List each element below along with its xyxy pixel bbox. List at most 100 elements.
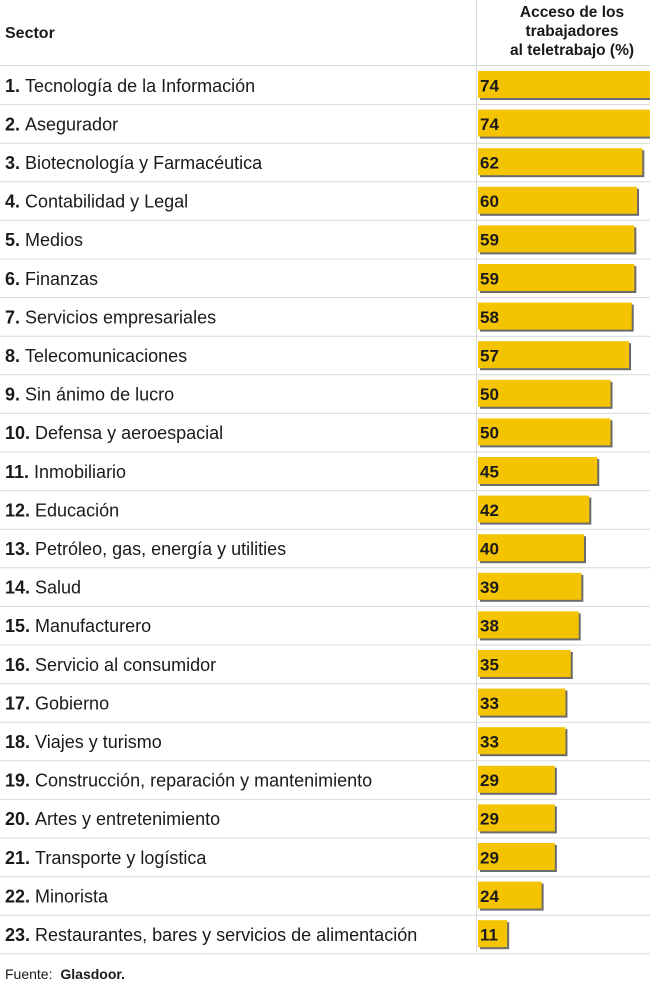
sector-label: 19. Construcción, reparación y mantenimie… (5, 771, 372, 791)
bar (478, 920, 508, 948)
sector-label: 5. Medios (5, 230, 83, 250)
bar-value-label: 59 (480, 231, 499, 250)
bar-value-label: 50 (480, 385, 499, 404)
sector-label: 4. Contabilidad y Legal (5, 192, 188, 212)
value-header-line: al teletrabajo (%) (510, 42, 634, 59)
sector-name: Biotecnología y Farmacéutica (25, 153, 263, 173)
sector-label: 18. Viajes y turismo (5, 732, 162, 752)
sector-label: 11. Inmobiliario (5, 462, 126, 482)
bar-value-label: 42 (480, 501, 499, 520)
sector-label: 21. Transporte y logística (5, 848, 207, 868)
bar (478, 225, 635, 253)
sector-name: Asegurador (25, 114, 118, 134)
sector-rank: 11. (5, 462, 29, 482)
bar-value-label: 29 (480, 810, 499, 829)
sector-name: Educación (35, 500, 119, 520)
sector-name: Manufacturero (35, 616, 151, 636)
sector-label: 7. Servicios empresariales (5, 307, 216, 327)
sector-rank: 17. (5, 693, 30, 713)
value-column-header: Acceso de los trabajadores al teletrabajo … (510, 4, 634, 59)
source-prefix: Fuente: (5, 966, 52, 982)
sector-label: 15. Manufacturero (5, 616, 151, 636)
bar (478, 688, 566, 716)
bar (478, 418, 611, 446)
bar (478, 71, 650, 98)
bar (478, 379, 611, 407)
bar-value-label: 62 (480, 154, 499, 173)
bar (478, 611, 579, 639)
sector-name: Gobierno (35, 693, 109, 713)
sector-name: Sin ánimo de lucro (25, 385, 174, 405)
sector-rank: 9. (5, 385, 20, 405)
sector-label: 9. Sin ánimo de lucro (5, 385, 174, 405)
bar (478, 650, 571, 677)
bar (478, 843, 555, 870)
sector-name: Defensa y aeroespacial (35, 423, 223, 443)
bar (478, 341, 630, 369)
bar-value-label: 40 (480, 540, 499, 559)
bar-value-label: 29 (480, 771, 499, 790)
bar-value-label: 74 (480, 76, 499, 95)
sector-rank: 5. (5, 230, 20, 250)
bar-value-label: 11 (480, 926, 498, 945)
source-note: Fuente: Glasdoor. (5, 966, 125, 982)
value-header-line: Acceso de los (520, 4, 624, 21)
sector-rank: 12. (5, 500, 30, 520)
sector-label: 10. Defensa y aeroespacial (5, 423, 223, 443)
sector-label: 6. Finanzas (5, 269, 98, 289)
sector-name: Petróleo, gas, energía y utilities (35, 539, 286, 559)
bar-value-label: 29 (480, 848, 499, 867)
bar (478, 457, 598, 484)
sector-label: 20. Artes y entretenimiento (5, 809, 220, 829)
sector-rank: 1. (5, 76, 20, 96)
sector-rank: 13. (5, 539, 30, 559)
sector-name: Medios (25, 230, 83, 250)
sector-rank: 10. (5, 423, 30, 443)
sector-label: 23. Restaurantes, bares y servicios de al… (5, 925, 417, 945)
bar-value-label: 74 (480, 115, 499, 134)
sector-rank: 8. (5, 346, 20, 366)
sector-name: Transporte y logística (35, 848, 207, 868)
sector-label: 8. Telecomunicaciones (5, 346, 187, 366)
bar-value-label: 60 (480, 192, 499, 211)
bar-value-label: 39 (480, 578, 499, 597)
bar-value-label: 50 (480, 424, 499, 443)
bar-value-label: 24 (480, 887, 499, 906)
sector-column-header: Sector (5, 25, 55, 42)
sector-name: Tecnología de la Información (25, 76, 255, 96)
sector-name: Contabilidad y Legal (25, 192, 188, 212)
bar-value-label: 35 (480, 655, 499, 674)
bar-value-label: 45 (480, 462, 499, 481)
sector-name: Minorista (35, 886, 109, 906)
sector-rank: 2. (5, 114, 20, 134)
sector-name: Servicio al consumidor (35, 655, 216, 675)
bar (478, 186, 637, 214)
sector-label: 16. Servicio al consumidor (5, 655, 216, 675)
sector-label: 1. Tecnología de la Información (5, 76, 255, 96)
sector-rank: 23. (5, 925, 30, 945)
chart-rows: 1. Tecnología de la Información 74 2. Asegur… (0, 71, 650, 955)
sector-label: 14. Salud (5, 578, 81, 598)
bar (478, 572, 582, 600)
bar-value-label: 38 (480, 617, 499, 636)
sector-name: Artes y entretenimiento (35, 809, 220, 829)
sector-rank: 16. (5, 655, 30, 675)
sector-rank: 3. (5, 153, 20, 173)
sector-rank: 15. (5, 616, 30, 636)
sector-name: Salud (35, 578, 81, 598)
sector-rank: 7. (5, 307, 20, 327)
sector-rank: 19. (5, 771, 30, 791)
bar (478, 534, 584, 562)
sector-rank: 22. (5, 886, 30, 906)
sector-rank: 21. (5, 848, 30, 868)
value-header-line: trabajadores (525, 23, 618, 40)
sector-rank: 14. (5, 578, 30, 598)
sector-label: 13. Petróleo, gas, energía y utilities (5, 539, 286, 559)
bar-value-label: 59 (480, 269, 499, 288)
source-name: Glasdoor. (60, 966, 125, 982)
bar (478, 109, 650, 137)
sector-label: 12. Educación (5, 500, 119, 520)
sector-name: Servicios empresariales (25, 307, 216, 327)
bar (478, 302, 632, 330)
